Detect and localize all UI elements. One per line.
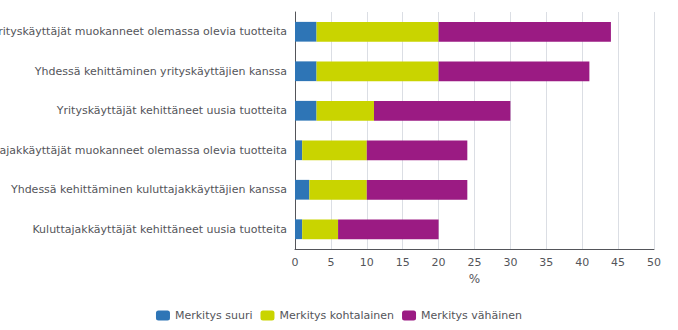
svg-text:Yhdessä kehittäminen yrityskäy: Yhdessä kehittäminen yrityskäyttäjien ka… — [34, 65, 287, 78]
svg-text:45: 45 — [611, 256, 625, 269]
svg-text:15: 15 — [396, 256, 410, 269]
svg-text:Merkitys kohtalainen: Merkitys kohtalainen — [279, 309, 394, 322]
svg-text:%: % — [469, 272, 480, 286]
svg-text:10: 10 — [360, 256, 374, 269]
svg-text:30: 30 — [503, 256, 517, 269]
svg-text:Merkitys vähäinen: Merkitys vähäinen — [421, 309, 522, 322]
svg-text:40: 40 — [575, 256, 589, 269]
svg-text:25: 25 — [467, 256, 481, 269]
svg-text:50: 50 — [647, 256, 661, 269]
svg-text:Yhdessä kehittäminen kuluttaja: Yhdessä kehittäminen kuluttajakkäyttäjie… — [10, 183, 287, 196]
svg-text:Yrityskäyttäjät muokanneet ole: Yrityskäyttäjät muokanneet olemassa olev… — [0, 25, 287, 38]
svg-text:5: 5 — [327, 256, 334, 269]
svg-text:35: 35 — [539, 256, 553, 269]
svg-text:Kuluttajakkäyttäjät kehittänee: Kuluttajakkäyttäjät kehittäneet uusia tu… — [32, 223, 287, 236]
svg-text:Merkitys suuri: Merkitys suuri — [175, 309, 253, 322]
svg-text:Yrityskäyttäjät kehittäneet uu: Yrityskäyttäjät kehittäneet uusia tuotte… — [56, 104, 287, 117]
svg-text:Kuluttajakkäyttäjät muokanneet: Kuluttajakkäyttäjät muokanneet olemassa … — [0, 144, 287, 157]
svg-text:20: 20 — [432, 256, 446, 269]
svg-text:0: 0 — [291, 256, 298, 269]
